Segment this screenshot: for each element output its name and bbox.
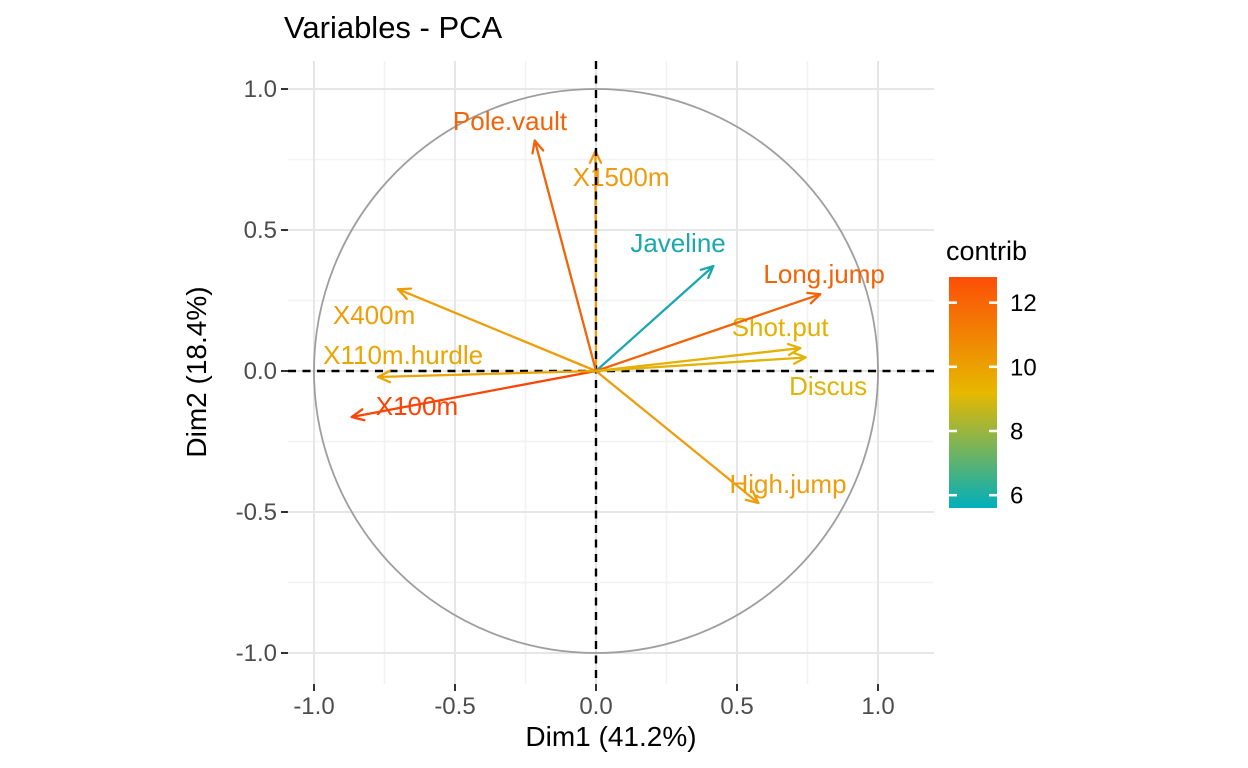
x-tick-label: -1.0	[293, 693, 334, 720]
arrow-head	[806, 291, 822, 296]
variable-arrow-Shot.put	[594, 342, 802, 373]
variable-arrow-X110m.hurdle	[376, 369, 598, 384]
x-axis-title: Dim1 (41.2%)	[525, 721, 697, 752]
colorbar-tick-left	[949, 365, 957, 369]
variable-label-X110m.hurdle: X110m.hurdle	[323, 340, 483, 370]
variable-label-Shot.put: Shot.put	[732, 312, 830, 342]
colorbar-tick-right	[989, 365, 997, 369]
arrow-shaft	[376, 369, 598, 379]
variable-label-X1500m: X1500m	[573, 162, 670, 192]
variable-arrow-Discus	[594, 351, 807, 373]
variable-arrow-Long.jump	[594, 291, 822, 373]
colorbar-tick-right	[989, 429, 997, 433]
legend-title: contrib	[946, 236, 1028, 266]
arrow-shaft	[533, 139, 598, 373]
colorbar-tick-right	[989, 301, 997, 304]
variable-arrow-X400m	[396, 287, 598, 373]
unit-circle	[313, 88, 879, 654]
colorbar-tick-label: 10	[1010, 354, 1037, 381]
variable-label-Javeline: Javeline	[630, 228, 725, 258]
arrow-head	[350, 415, 366, 422]
arrow-shaft	[594, 293, 822, 373]
arrow-shaft	[594, 149, 598, 373]
arrow-head	[533, 139, 545, 152]
variable-arrow-Javeline	[594, 264, 715, 373]
x-tick-label: -0.5	[434, 693, 475, 720]
arrow-head	[792, 356, 807, 365]
arrow-head	[376, 375, 392, 384]
variable-arrow-X100m	[350, 369, 598, 422]
arrow-head	[751, 490, 760, 505]
colorbar-gradient	[949, 277, 997, 508]
arrow-shaft	[594, 264, 715, 373]
variable-arrows-top	[350, 139, 822, 505]
y-tick-label: 0.5	[244, 217, 277, 244]
colorbar-tick-left	[949, 493, 957, 497]
arrow-head	[588, 149, 597, 164]
y-axis-title: Dim2 (18.4%)	[181, 286, 212, 458]
colorbar-tick-left	[949, 301, 957, 304]
arrow-head	[531, 139, 536, 155]
variable-arrow-High.jump	[594, 369, 760, 505]
arrow-head	[376, 369, 391, 379]
y-tick-label: -1.0	[236, 640, 277, 667]
arrow-head	[809, 293, 822, 305]
variable-label-X400m: X400m	[333, 300, 415, 330]
x-tick-label: 1.0	[861, 693, 894, 720]
plot-title: Variables - PCA	[284, 10, 503, 45]
contrib-colorbar: 12 10 8 6	[949, 277, 1037, 510]
arrow-head	[699, 264, 715, 271]
colorbar-tick-left	[949, 429, 957, 433]
arrow-shaft	[350, 369, 598, 419]
arrow-head	[707, 264, 715, 280]
variable-label-X100m: X100m	[376, 391, 458, 421]
y-tick-label: -0.5	[236, 499, 277, 526]
variable-label-Long.jump: Long.jump	[763, 259, 884, 289]
arrow-head	[792, 351, 807, 359]
colorbar-tick-label: 6	[1010, 483, 1023, 510]
arrow-shaft	[594, 356, 807, 373]
arrow-head	[787, 347, 802, 357]
y-tick-label: 0.0	[244, 358, 277, 385]
arrow-head	[786, 342, 802, 350]
colorbar-tick-right	[989, 493, 997, 497]
arrow-head	[350, 408, 364, 419]
arrow-head	[396, 287, 413, 291]
variable-label-Pole.vault: Pole.vault	[453, 106, 568, 136]
arrow-shaft	[396, 288, 598, 373]
colorbar-tick-label: 12	[1010, 290, 1037, 317]
y-tick-label: 1.0	[244, 76, 277, 103]
arrow-shaft	[594, 369, 760, 505]
x-tick-label: 0.0	[579, 693, 612, 720]
colorbar-tick-label: 8	[1010, 419, 1023, 446]
x-tick-label: 0.5	[720, 693, 753, 720]
arrow-shaft	[594, 347, 802, 373]
variable-label-Discus: Discus	[789, 371, 867, 401]
arrow-head	[744, 498, 760, 505]
axis-ticks: -1.0 -0.5 0.0 0.5 1.0 -1.0 -0.5 0.0 0.5 1.0	[236, 76, 895, 720]
arrow-head	[396, 288, 408, 300]
variable-arrow-Pole.vault	[531, 139, 598, 373]
